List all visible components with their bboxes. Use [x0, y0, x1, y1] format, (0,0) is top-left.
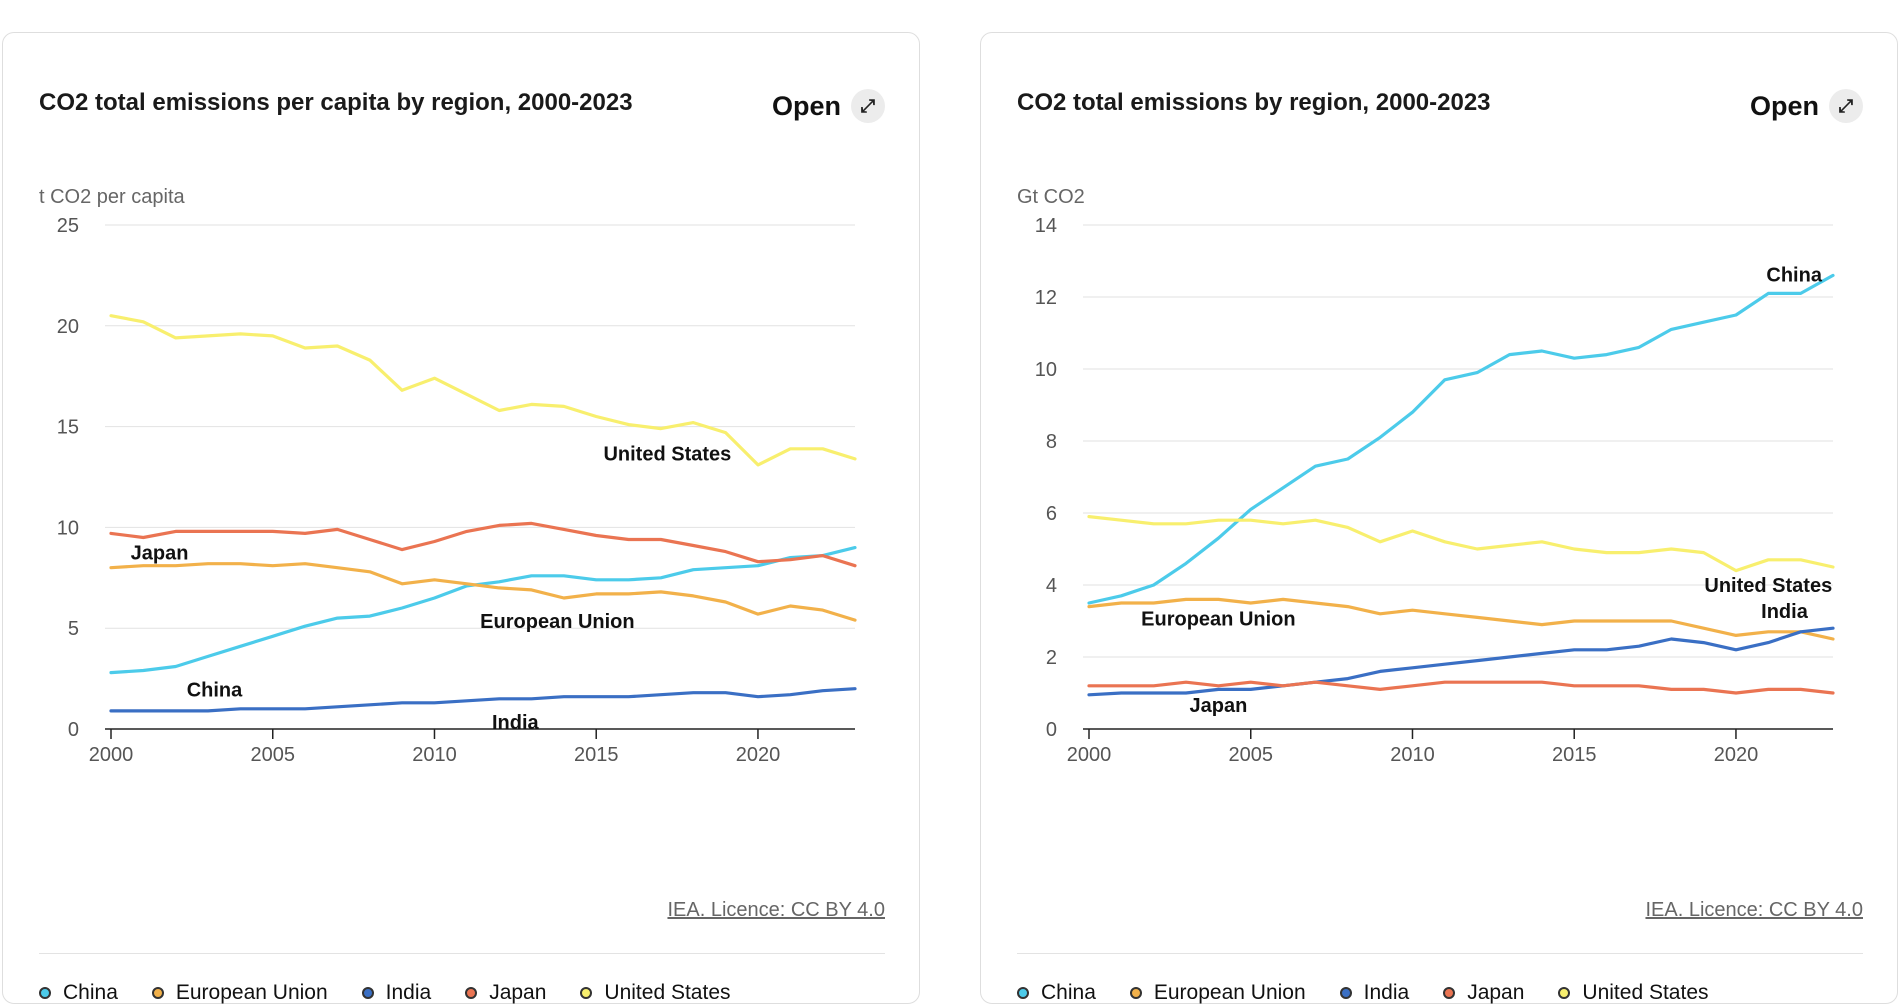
- y-tick-label: 12: [1035, 287, 1057, 309]
- series-label: European Union: [480, 611, 634, 633]
- legend-label: India: [1363, 981, 1410, 1004]
- legend-label: United States: [1582, 981, 1709, 1004]
- series-line-japan[interactable]: [1087, 680, 1835, 695]
- x-tick-label: 2015: [574, 744, 619, 766]
- legend-dot: [39, 987, 51, 999]
- legend-item-china[interactable]: China: [1017, 981, 1096, 1005]
- series-label: Japan: [1189, 695, 1247, 717]
- y-axis-unit-label: Gt CO2: [1017, 186, 1085, 208]
- series-line-european-union[interactable]: [109, 562, 857, 622]
- expand-arrow-icon: ⤢: [851, 89, 885, 123]
- y-axis-unit-label: t CO2 per capita: [39, 186, 186, 208]
- licence-link[interactable]: IEA. Licence: CC BY 4.0: [1645, 899, 1863, 921]
- chart-card-total: CO2 total emissions by region, 2000-2023…: [980, 32, 1898, 1004]
- legend-item-japan[interactable]: Japan: [465, 981, 546, 1005]
- series-label: United States: [603, 444, 731, 466]
- open-label: Open: [1749, 90, 1819, 121]
- legend-label: China: [1041, 981, 1096, 1004]
- legend-dot: [1129, 987, 1142, 999]
- series-label: India: [1761, 601, 1809, 623]
- y-tick-label: 8: [1046, 431, 1057, 453]
- y-tick-label: 15: [57, 417, 79, 439]
- x-tick-label: 2005: [250, 744, 295, 766]
- legend-dot: [1339, 987, 1352, 999]
- y-tick-label: 5: [68, 618, 79, 640]
- x-tick-label: 2020: [736, 744, 781, 766]
- legend-label: United States: [604, 981, 731, 1004]
- open-label: Open: [771, 90, 841, 121]
- legend-item-india[interactable]: India: [1339, 981, 1410, 1005]
- legend-dot: [1443, 987, 1456, 999]
- divider: [1017, 953, 1863, 954]
- legend-item-india[interactable]: India: [361, 981, 432, 1005]
- legend-item-china[interactable]: China: [39, 981, 118, 1005]
- y-tick-label: 10: [57, 517, 79, 539]
- legend-item-japan[interactable]: Japan: [1443, 981, 1524, 1005]
- series-line-china[interactable]: [1087, 273, 1835, 605]
- series-label: Japan: [131, 542, 189, 564]
- legend-label: India: [385, 981, 432, 1004]
- series-line-european-union[interactable]: [1087, 597, 1835, 641]
- legend-label: European Union: [1153, 981, 1306, 1004]
- series-label: China: [1766, 264, 1822, 286]
- y-tick-label: 0: [68, 719, 79, 741]
- y-tick-label: 25: [57, 215, 79, 237]
- line-chart: Gt CO2 0 2 4 6 8 10 12 14 2000 2005 2010 2015 2020 Chi…: [1017, 186, 1835, 766]
- legend-dot: [151, 987, 164, 999]
- x-tick-label: 2010: [1390, 744, 1435, 766]
- legend-item-united-states[interactable]: United States: [580, 981, 731, 1005]
- chart-title: CO2 total emissions per capita by region…: [39, 89, 633, 116]
- legend-item-european-union[interactable]: European Union: [1129, 981, 1306, 1005]
- legend-item-united-states[interactable]: United States: [1558, 981, 1709, 1005]
- open-button[interactable]: Open ⤢: [772, 89, 885, 123]
- open-button[interactable]: Open ⤢: [1750, 89, 1863, 123]
- legend-dot: [1017, 987, 1029, 999]
- series-label: China: [187, 679, 243, 701]
- y-tick-label: 4: [1046, 575, 1057, 597]
- x-tick-label: 2000: [1067, 744, 1112, 766]
- y-tick-label: 0: [1046, 719, 1057, 741]
- legend-label: European Union: [175, 981, 328, 1004]
- line-chart: t CO2 per capita 0 5 10 15 20 25 2000 2005 2010 20…: [39, 186, 857, 766]
- x-tick-label: 2000: [89, 744, 134, 766]
- y-tick-label: 14: [1035, 215, 1057, 237]
- divider: [39, 953, 885, 954]
- series-line-united-states[interactable]: [109, 314, 857, 467]
- x-tick-label: 2020: [1714, 744, 1759, 766]
- series-label: European Union: [1141, 608, 1295, 630]
- chart-title: CO2 total emissions by region, 2000-2023: [1017, 89, 1491, 116]
- series-line-japan[interactable]: [109, 521, 857, 568]
- legend-dot: [465, 987, 478, 999]
- series-line-india[interactable]: [1087, 626, 1835, 697]
- series-line-united-states[interactable]: [1087, 515, 1835, 573]
- legend-label: China: [63, 981, 118, 1004]
- legend: China European Union India Japan United …: [1017, 981, 1709, 1005]
- x-tick-label: 2015: [1552, 744, 1597, 766]
- legend-dot: [580, 987, 593, 999]
- legend-label: Japan: [489, 981, 547, 1004]
- legend-label: Japan: [1467, 981, 1525, 1004]
- y-tick-label: 20: [57, 316, 79, 338]
- series-label: United States: [1704, 575, 1832, 597]
- legend-dot: [1558, 987, 1571, 999]
- expand-arrow-icon: ⤢: [1829, 89, 1863, 123]
- y-tick-label: 2: [1046, 647, 1057, 669]
- series-line-india[interactable]: [109, 687, 857, 713]
- x-tick-label: 2005: [1228, 744, 1273, 766]
- licence-link[interactable]: IEA. Licence: CC BY 4.0: [667, 899, 885, 921]
- legend: China European Union India Japan United …: [39, 981, 731, 1005]
- y-tick-label: 10: [1035, 359, 1057, 381]
- x-tick-label: 2010: [412, 744, 457, 766]
- legend-dot: [361, 987, 374, 999]
- series-label: India: [492, 712, 540, 734]
- series-line-china[interactable]: [109, 545, 857, 675]
- y-tick-label: 6: [1046, 503, 1057, 525]
- chart-card-per-capita: CO2 total emissions per capita by region…: [2, 32, 920, 1004]
- legend-item-european-union[interactable]: European Union: [151, 981, 328, 1005]
